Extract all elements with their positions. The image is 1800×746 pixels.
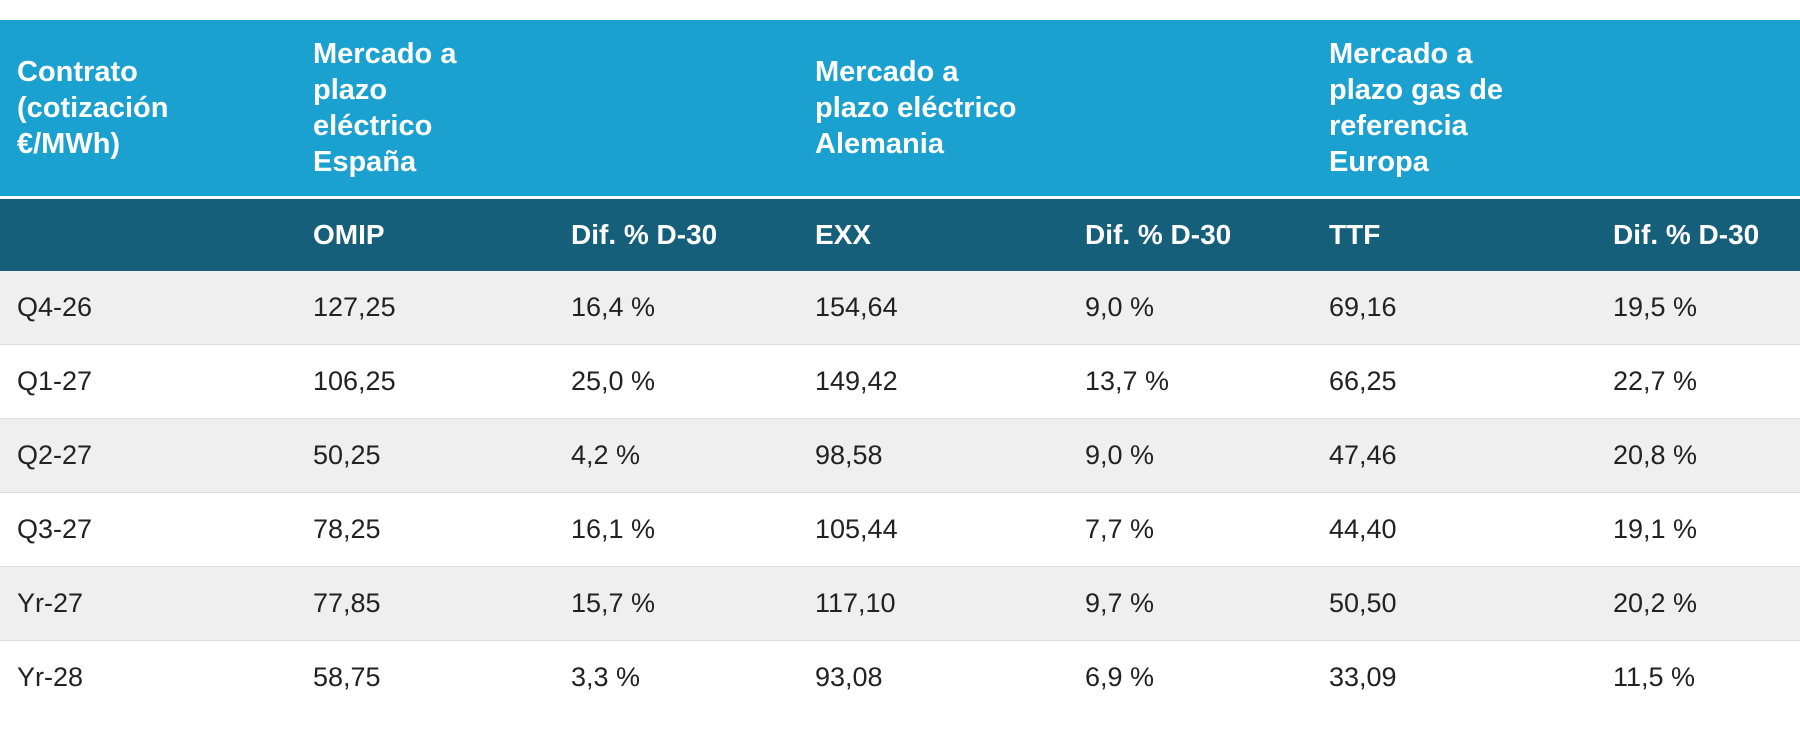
cell-exx-diff: 9,0 % — [1068, 270, 1312, 345]
cell-omip: 106,25 — [296, 344, 554, 419]
cell-exx: 149,42 — [798, 344, 1068, 419]
cell-ttf-diff: 19,1 % — [1596, 492, 1800, 567]
subheader-empty — [0, 197, 296, 271]
cell-omip-diff: 25,0 % — [554, 344, 798, 419]
table-row: Q3-27 78,25 16,1 % 105,44 7,7 % 44,40 19… — [0, 492, 1800, 567]
cell-exx-diff: 9,0 % — [1068, 418, 1312, 493]
header-europe-gas: Mercado a plazo gas de referencia Europa — [1312, 20, 1800, 199]
group-header-row: Contrato (cotización €/MWh) Mercado a pl… — [0, 20, 1800, 199]
cell-ttf-diff: 11,5 % — [1596, 640, 1800, 714]
cell-ttf: 44,40 — [1312, 492, 1596, 567]
cell-omip-diff: 4,2 % — [554, 418, 798, 493]
cell-exx: 93,08 — [798, 640, 1068, 714]
subheader-exx-diff: Dif. % D-30 — [1068, 197, 1312, 271]
header-spain-power: Mercado a plazo eléctrico España — [296, 20, 798, 199]
forward-market-price-table: Contrato (cotización €/MWh) Mercado a pl… — [0, 20, 1800, 714]
cell-exx: 98,58 — [798, 418, 1068, 493]
cell-ttf: 69,16 — [1312, 270, 1596, 345]
subheader-ttf: TTF — [1312, 197, 1596, 271]
subheader-ttf-diff: Dif. % D-30 — [1596, 197, 1800, 271]
header-europe-gas-label: Mercado a plazo gas de referencia Europa — [1329, 38, 1504, 178]
cell-ttf-diff: 19,5 % — [1596, 270, 1800, 345]
table-row: Yr-27 77,85 15,7 % 117,10 9,7 % 50,50 20… — [0, 566, 1800, 641]
header-contract: Contrato (cotización €/MWh) — [0, 20, 296, 199]
cell-omip: 127,25 — [296, 270, 554, 345]
cell-omip-diff: 16,1 % — [554, 492, 798, 567]
header-contract-label: Contrato (cotización €/MWh) — [17, 55, 169, 160]
header-germany-power-label: Mercado a plazo eléctrico Alemania — [815, 55, 1017, 160]
cell-exx: 154,64 — [798, 270, 1068, 345]
table-row: Yr-28 58,75 3,3 % 93,08 6,9 % 33,09 11,5… — [0, 640, 1800, 714]
cell-exx-diff: 6,9 % — [1068, 640, 1312, 714]
cell-omip: 78,25 — [296, 492, 554, 567]
subheader-exx: EXX — [798, 197, 1068, 271]
cell-exx-diff: 13,7 % — [1068, 344, 1312, 419]
cell-exx-diff: 9,7 % — [1068, 566, 1312, 641]
cell-ttf-diff: 22,7 % — [1596, 344, 1800, 419]
cell-contract: Q3-27 — [0, 492, 296, 567]
table-body: Q4-26 127,25 16,4 % 154,64 9,0 % 69,16 1… — [0, 270, 1800, 714]
table-row: Q4-26 127,25 16,4 % 154,64 9,0 % 69,16 1… — [0, 270, 1800, 345]
subheader-omip-diff: Dif. % D-30 — [554, 197, 798, 271]
cell-omip-diff: 16,4 % — [554, 270, 798, 345]
cell-omip: 50,25 — [296, 418, 554, 493]
sub-header-row: OMIP Dif. % D-30 EXX Dif. % D-30 TTF Dif… — [0, 197, 1800, 271]
cell-omip: 58,75 — [296, 640, 554, 714]
cell-contract: Yr-27 — [0, 566, 296, 641]
table-row: Q2-27 50,25 4,2 % 98,58 9,0 % 47,46 20,8… — [0, 418, 1800, 493]
cell-ttf: 47,46 — [1312, 418, 1596, 493]
cell-ttf-diff: 20,8 % — [1596, 418, 1800, 493]
cell-contract: Q1-27 — [0, 344, 296, 419]
cell-ttf: 66,25 — [1312, 344, 1596, 419]
cell-ttf-diff: 20,2 % — [1596, 566, 1800, 641]
cell-omip: 77,85 — [296, 566, 554, 641]
cell-omip-diff: 15,7 % — [554, 566, 798, 641]
cell-exx: 117,10 — [798, 566, 1068, 641]
cell-ttf: 50,50 — [1312, 566, 1596, 641]
subheader-omip: OMIP — [296, 197, 554, 271]
header-spain-power-label: Mercado a plazo eléctrico España — [313, 38, 457, 178]
cell-contract: Yr-28 — [0, 640, 296, 714]
cell-exx: 105,44 — [798, 492, 1068, 567]
cell-exx-diff: 7,7 % — [1068, 492, 1312, 567]
table-row: Q1-27 106,25 25,0 % 149,42 13,7 % 66,25 … — [0, 344, 1800, 419]
cell-contract: Q2-27 — [0, 418, 296, 493]
cell-ttf: 33,09 — [1312, 640, 1596, 714]
price-table-container: Contrato (cotización €/MWh) Mercado a pl… — [0, 20, 1800, 714]
header-germany-power: Mercado a plazo eléctrico Alemania — [798, 20, 1312, 199]
cell-omip-diff: 3,3 % — [554, 640, 798, 714]
cell-contract: Q4-26 — [0, 270, 296, 345]
